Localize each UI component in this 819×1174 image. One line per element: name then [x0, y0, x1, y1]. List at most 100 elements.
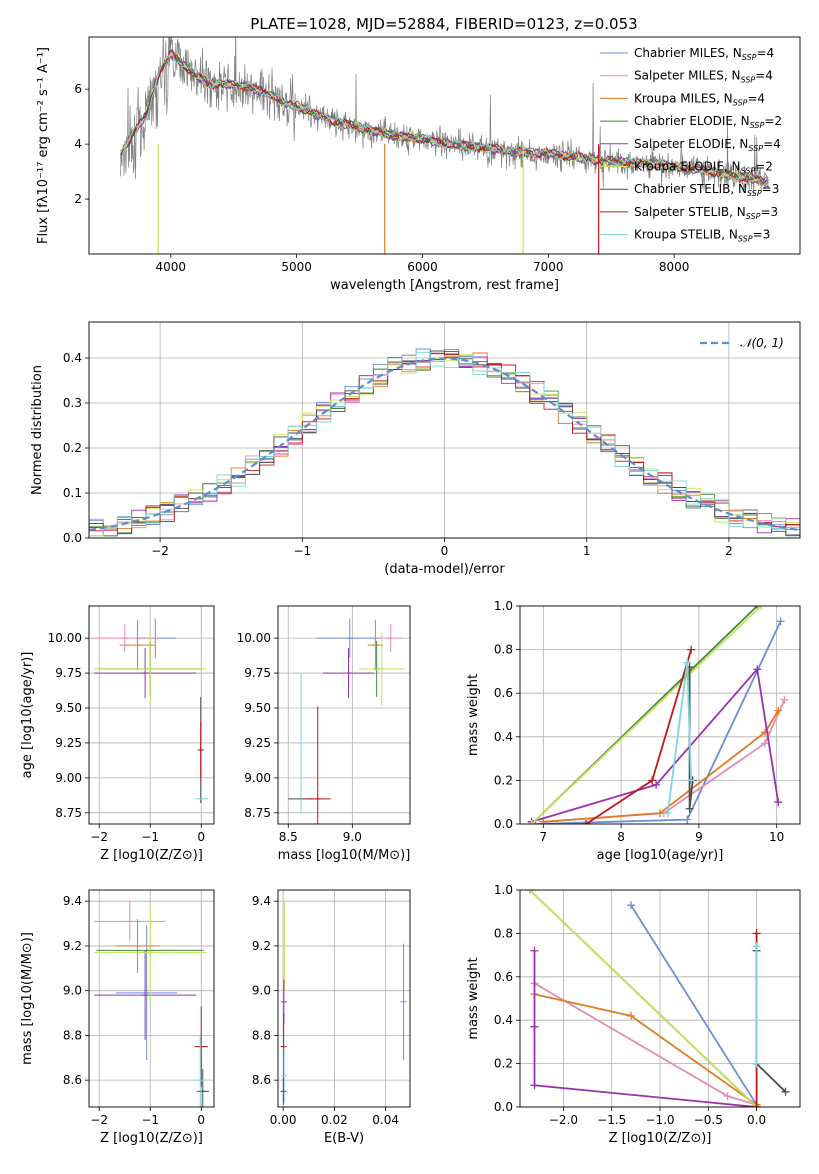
weight-line-kroupa_elodie: [529, 890, 758, 1107]
weight-marker-chabrier_miles: [683, 815, 692, 824]
x-tick-label: −2: [90, 1113, 108, 1127]
weight-marker-kroupa_elodie: [757, 606, 766, 610]
axes-frame: [88, 36, 801, 255]
y-tick-label: 0.6: [494, 970, 513, 984]
y-tick-label: 8.8: [252, 1028, 271, 1042]
weight-marker-salpeter_elodie: [530, 1081, 539, 1090]
weight-marker-salpeter_miles: [761, 739, 769, 748]
y-tick-label: 10.00: [237, 631, 271, 645]
y-tick-label: 9.75: [244, 666, 271, 680]
histogram-chabrier_stelib: [89, 350, 800, 536]
y-tick-label: 9.50: [244, 701, 271, 715]
weight-marker-kroupa_miles: [627, 1011, 636, 1020]
y-tick-label: 0.4: [63, 351, 82, 365]
y-axis-label: age [log10(age/yr)]: [20, 652, 35, 779]
x-tick-label: 8.5: [279, 830, 298, 844]
panel-age_vs_mass: 8.5 9.0 8.75 9.00 9.25 9.50 9.75 10.00 mass [log…: [237, 605, 411, 863]
axes-frame: [88, 889, 215, 1108]
x-tick-label: −1: [141, 1113, 159, 1127]
x-tick-label: 0.0: [747, 1113, 766, 1127]
x-axis-label: Z [log10(Z/Z⊙)]: [100, 848, 203, 863]
x-tick-label: 5000: [281, 260, 312, 274]
legend: Chabrier MILES, NSSP=4 Salpeter MILES, NS…: [600, 46, 782, 244]
x-axis-label: age [log10(age/yr)]: [597, 848, 724, 863]
x-tick-label: −1.0: [645, 1113, 674, 1127]
y-tick-label: 8.6: [252, 1073, 271, 1087]
weight-line-kroupa_elodie: [531, 606, 762, 824]
legend-label-salpeter_miles: Salpeter MILES, NSSP=4: [634, 69, 773, 85]
legend-label-kroupa_stelib: Kroupa STELIB, NSSP=3: [634, 228, 770, 244]
panel-weight_vs_Z: −2.0 −1.5 −1.0 −0.5 0.0 0.0 0.2 0.4 0.6 0.8 1.0 Z […: [466, 883, 801, 1146]
y-tick-label: 4: [74, 137, 82, 151]
x-tick-label: 8: [617, 830, 625, 844]
y-tick-label: 0.2: [494, 1057, 513, 1071]
y-tick-label: 9.75: [55, 666, 82, 680]
legend-label-salpeter_stelib: Salpeter STELIB, NSSP=3: [634, 205, 778, 221]
x-tick-label: 8000: [659, 260, 690, 274]
y-tick-label: 9.00: [55, 771, 82, 785]
y-tick-label: 0.6: [494, 686, 513, 700]
y-tick-label: 9.0: [63, 984, 82, 998]
y-tick-label: 0.4: [494, 1013, 513, 1027]
x-axis-label: E(B-V): [324, 1131, 364, 1146]
x-tick-label: 1: [583, 544, 591, 558]
weight-marker-salpeter_miles: [723, 1092, 732, 1101]
x-axis-label: Z [log10(Z/Z⊙)]: [100, 1131, 203, 1146]
y-tick-label: 8.8: [63, 1028, 82, 1042]
weight-marker-salpeter_stelib: [582, 820, 591, 824]
weight-line-chabrier_stelib: [755, 950, 787, 1093]
grid: [278, 890, 410, 1107]
weight-marker-salpeter_miles: [780, 695, 789, 704]
weight-marker-salpeter_stelib: [752, 929, 761, 938]
y-tick-label: 0.0: [494, 817, 513, 831]
y-tick-label: 0.0: [63, 531, 82, 545]
legend-label-chabrier_stelib: Chabrier STELIB, NSSP=3: [634, 182, 779, 198]
y-tick-label: 8.6: [63, 1073, 82, 1087]
weight-line-salpeter_elodie: [531, 667, 780, 823]
weight-marker-chabrier_stelib: [685, 804, 694, 813]
axes-frame: [88, 605, 215, 825]
y-axis-label: mass weight: [466, 674, 481, 756]
y-tick-label: 0.1: [63, 486, 82, 500]
weight-marker-kroupa_miles: [774, 706, 783, 715]
weight-marker-chabrier_stelib: [781, 1087, 790, 1096]
y-tick-label: 9.00: [244, 771, 271, 785]
y-tick-label: 9.4: [63, 894, 82, 908]
y-tick-label: 9.25: [55, 736, 82, 750]
weight-marker-kroupa_stelib: [683, 658, 692, 667]
y-tick-label: 0.3: [63, 396, 82, 410]
x-tick-label: 10: [769, 830, 784, 844]
y-tick-label: 10.00: [48, 631, 82, 645]
panel-residuals: −2 −1 0 1 2 0.0 0.1 0.2 0.3 0.4 𝒩(0, 1) (data-model…: [30, 321, 801, 577]
y-tick-label: 0.2: [494, 773, 513, 787]
weight-line-chabrier_miles: [535, 620, 782, 824]
y-tick-label: 9.2: [252, 939, 271, 953]
weight-marker-salpeter_elodie: [753, 665, 762, 674]
weight-marker-kroupa_elodie: [525, 890, 534, 894]
y-axis-label: mass weight: [466, 957, 481, 1039]
grid: [89, 606, 214, 824]
weight-marker-salpeter_elodie: [652, 780, 661, 789]
y-tick-label: 6: [74, 82, 82, 96]
legend-label-chabrier_miles: Chabrier MILES, NSSP=4: [634, 46, 774, 62]
y-axis-label: Normed distribution: [30, 365, 45, 495]
legend-label-normal: 𝒩(0, 1): [740, 336, 784, 350]
x-tick-label: −2.0: [549, 1113, 578, 1127]
x-tick-label: 0: [441, 544, 449, 558]
weight-line-kroupa_miles: [543, 710, 779, 823]
legend-label-chabrier_elodie: Chabrier ELODIE, NSSP=2: [634, 114, 782, 130]
weight-marker-kroupa_miles: [656, 809, 664, 818]
model-kroupa_stelib: [120, 52, 769, 187]
weight-line-salpeter_miles: [543, 699, 786, 823]
y-tick-label: 9.25: [244, 736, 271, 750]
x-axis-label: (data-model)/error: [384, 562, 505, 577]
y-tick-label: 1.0: [494, 883, 513, 897]
x-tick-label: 0: [197, 830, 205, 844]
plot-area: [120, 37, 769, 254]
x-axis-label: wavelength [Angstrom, rest frame]: [330, 278, 559, 293]
legend-label-kroupa_elodie: Kroupa ELODIE, NSSP=2: [634, 160, 773, 176]
figure-title: PLATE=1028, MJD=52884, FIBERID=0123, z=0…: [250, 15, 637, 33]
x-tick-label: −2: [90, 830, 108, 844]
weight-marker-salpeter_elodie: [774, 798, 783, 807]
weight-marker-kroupa_stelib: [752, 942, 761, 951]
